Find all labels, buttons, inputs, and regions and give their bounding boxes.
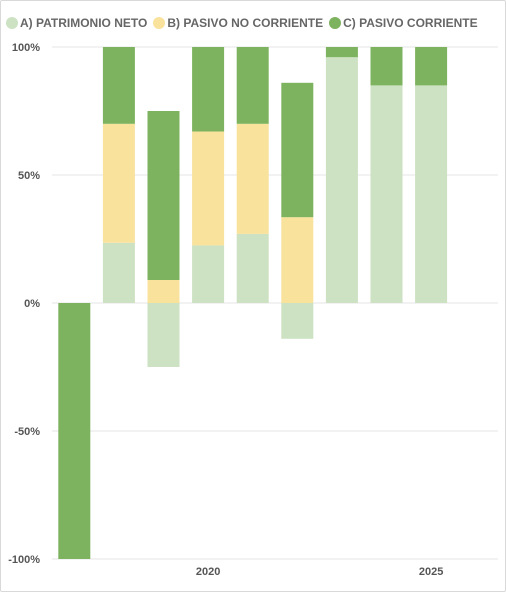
bar-segment[interactable] bbox=[325, 47, 358, 58]
bar-segment[interactable] bbox=[58, 303, 91, 559]
bar-segment[interactable] bbox=[192, 47, 225, 132]
y-tick-label: 100% bbox=[12, 42, 40, 54]
legend-swatch bbox=[6, 17, 18, 29]
y-tick-label: 0% bbox=[24, 298, 40, 310]
legend-swatch bbox=[153, 17, 166, 29]
legend-item[interactable]: A) PATRIMONIO NETO bbox=[6, 16, 147, 30]
legend-label: A) PATRIMONIO NETO bbox=[20, 16, 148, 30]
y-axis-tick-labels: 100% 50% 0% -50% -100% bbox=[8, 42, 40, 566]
bar-series bbox=[58, 47, 448, 559]
y-tick-label: -50% bbox=[14, 426, 40, 438]
x-tick-label: 2020 bbox=[196, 566, 220, 578]
bar-segment[interactable] bbox=[281, 217, 314, 303]
legend-item[interactable]: B) PASIVO NO CORRIENTE bbox=[153, 16, 323, 30]
bar-segment[interactable] bbox=[147, 111, 180, 280]
bar-segment[interactable] bbox=[147, 280, 180, 303]
bar-segment[interactable] bbox=[102, 123, 135, 243]
bar-segment[interactable] bbox=[415, 47, 448, 86]
bar-segment[interactable] bbox=[325, 57, 358, 304]
legend-label: C) PASIVO CORRIENTE bbox=[343, 16, 478, 30]
bar-segment[interactable] bbox=[236, 47, 269, 124]
y-tick-label: 50% bbox=[18, 170, 40, 182]
bar-segment[interactable] bbox=[281, 82, 314, 218]
bar-segment[interactable] bbox=[192, 245, 225, 303]
legend-label: B) PASIVO NO CORRIENTE bbox=[167, 16, 324, 30]
bar-segment[interactable] bbox=[370, 47, 403, 86]
bar-segment[interactable] bbox=[102, 242, 135, 303]
bar-segment[interactable] bbox=[236, 123, 269, 234]
bar-segment[interactable] bbox=[236, 233, 269, 303]
legend-item[interactable]: C) PASIVO CORRIENTE bbox=[329, 16, 478, 30]
y-tick-label: -100% bbox=[8, 554, 40, 566]
bar-segment[interactable] bbox=[102, 47, 135, 124]
x-tick-label: 2025 bbox=[419, 566, 443, 578]
bar-segment[interactable] bbox=[370, 85, 403, 304]
x-axis-tick-labels: 2020 2025 bbox=[196, 566, 443, 578]
chart-legend: A) PATRIMONIO NETO B) PASIVO NO CORRIENTE… bbox=[6, 14, 478, 32]
bar-segment[interactable] bbox=[281, 303, 314, 339]
bar-segment[interactable] bbox=[192, 131, 225, 246]
bar-segment[interactable] bbox=[147, 303, 180, 367]
bar-segment[interactable] bbox=[415, 85, 448, 304]
legend-swatch bbox=[329, 17, 342, 29]
